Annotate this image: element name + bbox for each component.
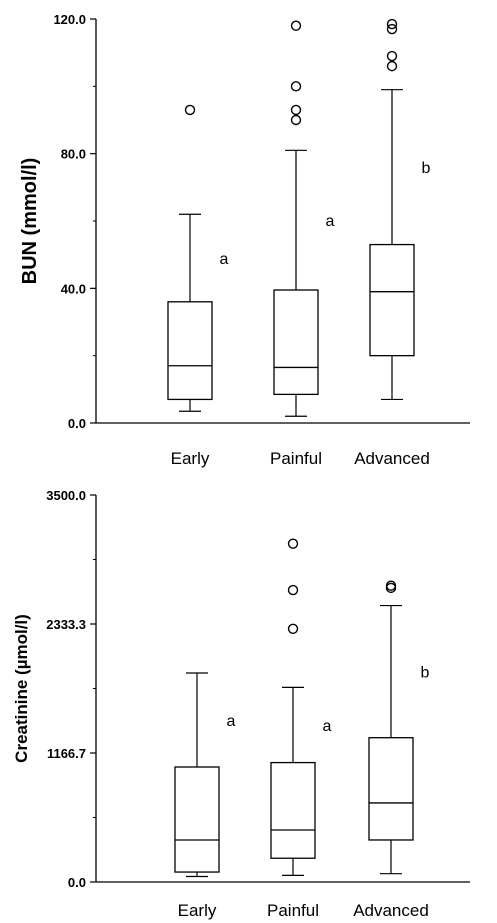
x-category-label: Painful <box>267 901 319 920</box>
significance-letter: a <box>323 718 332 735</box>
iqr-box <box>167 301 213 401</box>
outlier-point <box>386 18 398 30</box>
box-painful: a <box>270 538 332 876</box>
significance-letter: a <box>227 713 236 730</box>
iqr-box <box>270 761 316 859</box>
box-early: a <box>174 672 236 878</box>
y-axis-label: BUN (mmol/l) <box>19 158 41 285</box>
outlier-point <box>385 580 397 591</box>
x-category-label: Advanced <box>353 901 429 920</box>
outlier-point <box>184 104 196 116</box>
box-early: a <box>167 104 229 412</box>
outlier-point <box>386 60 398 72</box>
y-tick-label: 2333.3 <box>46 617 86 632</box>
outlier-point <box>290 81 302 92</box>
iqr-box <box>273 289 319 396</box>
iqr-box <box>369 243 415 357</box>
box-painful: a <box>273 20 335 417</box>
y-axis-label: Creatinine (µmol/l) <box>12 614 31 763</box>
iqr-box <box>368 737 414 841</box>
y-tick-label: 40.0 <box>61 281 86 296</box>
outlier-point <box>290 104 302 116</box>
x-category-label: Painful <box>270 449 322 468</box>
outlier-point <box>287 584 299 596</box>
y-tick-label: 3500.0 <box>46 488 86 503</box>
chart-panel-2: 0.0 1166.7 2333.3 3500.0 Creatinine (µmol/l)… <box>12 488 470 920</box>
outlier-point <box>386 50 398 62</box>
y-tick-label: 1166.7 <box>47 746 86 761</box>
y-tick-label: 0.0 <box>68 416 86 431</box>
significance-letter: b <box>422 160 431 177</box>
outlier-point <box>290 114 302 126</box>
box-advanced: b <box>369 18 431 401</box>
significance-letter: a <box>326 213 335 230</box>
iqr-box <box>174 766 220 873</box>
y-tick-label: 120.0 <box>53 12 86 27</box>
chart-panel-1: 0.0 40.0 80.0 120.0 BUN (mmol/l) a Early a Painf… <box>19 12 470 468</box>
x-category-label: Early <box>171 449 210 468</box>
y-tick-label: 0.0 <box>68 875 86 890</box>
significance-letter: a <box>220 251 229 268</box>
outlier-point <box>287 623 299 634</box>
outlier-point <box>287 538 299 549</box>
outlier-point <box>386 23 398 35</box>
x-category-label: Early <box>178 901 217 920</box>
box-advanced: b <box>368 580 430 875</box>
significance-letter: b <box>421 665 430 682</box>
outlier-point <box>290 20 302 31</box>
y-tick-label: 80.0 <box>61 147 86 162</box>
x-category-label: Advanced <box>354 449 430 468</box>
